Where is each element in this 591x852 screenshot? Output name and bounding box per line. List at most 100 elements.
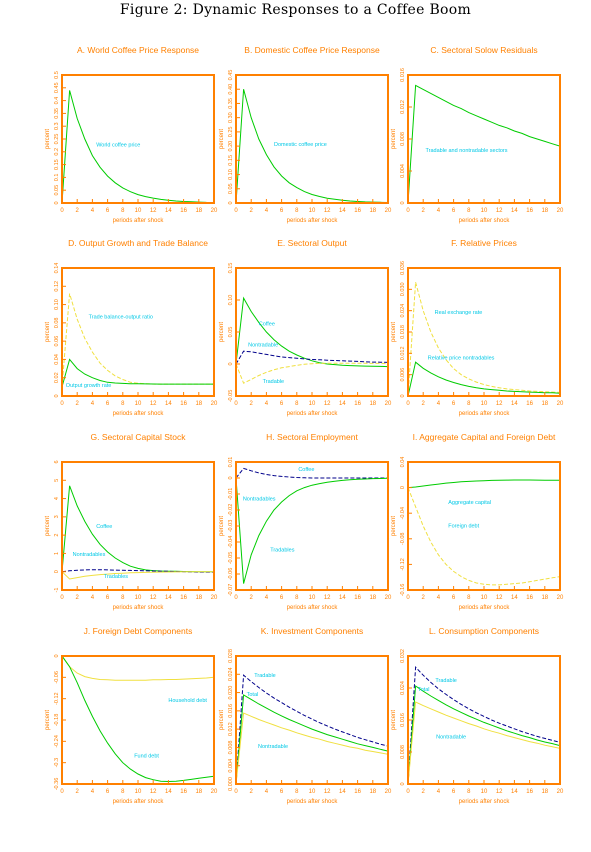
x-tick-label: 10 <box>481 401 488 407</box>
y-tick-label: 0.10 <box>54 299 60 310</box>
series-annotation: Coffee <box>96 524 112 530</box>
y-tick-label: 0.15 <box>228 155 234 166</box>
x-tick-label: 6 <box>452 401 456 407</box>
x-tick-label: 8 <box>467 789 471 795</box>
plot-frame <box>407 655 561 785</box>
x-tick-label: 14 <box>165 208 172 214</box>
chart-title: C. Sectoral Solow Residuals <box>430 45 537 55</box>
chart-title: B. Domestic Coffee Price Response <box>244 45 380 55</box>
series-group <box>236 89 388 203</box>
series-annotation: Real exchange rate <box>435 310 483 316</box>
x-tick-label: 2 <box>76 595 80 601</box>
y-tick-label: 0.06 <box>54 336 60 347</box>
x-tick-label: 6 <box>106 401 110 407</box>
x-tick-label: 2 <box>422 595 426 601</box>
x-tick-label: 6 <box>280 789 284 795</box>
y-tick-label: 2 <box>54 534 60 537</box>
x-tick-label: 14 <box>511 595 518 601</box>
x-tick-label: 14 <box>339 595 346 601</box>
series-line-output-growth-rate <box>62 358 214 388</box>
series-group <box>62 90 214 203</box>
x-tick-label: 14 <box>339 789 346 795</box>
x-tick-label: 0 <box>60 595 64 601</box>
chart-title: H. Sectoral Employment <box>266 432 358 442</box>
chart-title: D. Output Growth and Trade Balance <box>68 238 208 248</box>
series-line-trade-balance-output-ratio <box>62 293 214 387</box>
chart-title: G. Sectoral Capital Stock <box>91 432 187 442</box>
x-tick-label: 6 <box>280 208 284 214</box>
series-annotation: Fund debt <box>134 753 159 759</box>
series-annotation: Coffee <box>259 322 275 328</box>
x-tick-label: 20 <box>211 789 218 795</box>
series-annotation: Tradables <box>270 548 295 554</box>
x-tick-label: 6 <box>106 789 110 795</box>
x-tick-label: 2 <box>250 789 254 795</box>
chart-panel-12: L. Consumption Components 0 2 4 6 8 10 12 14 16 18… <box>391 626 564 805</box>
y-tick-label: -0.05 <box>228 390 234 403</box>
y-tick-label: -0.02 <box>228 504 234 517</box>
series-line-tradable-and-nontradable-sectors <box>408 84 560 203</box>
x-tick-label: 12 <box>150 208 157 214</box>
x-tick-label: 0 <box>60 789 64 795</box>
chart-panel-6: F. Relative Prices 0 2 4 6 8 10 12 14 16 18 20 0 0.00… <box>391 238 564 417</box>
y-tick-label: 0.40 <box>228 84 234 95</box>
plot-frame <box>235 267 389 397</box>
x-tick-label: 20 <box>211 595 218 601</box>
x-tick-label: 12 <box>150 789 157 795</box>
series-annotation: Nontradable <box>436 734 466 740</box>
x-tick-label: 4 <box>437 208 441 214</box>
y-tick-label: 0.006 <box>400 368 406 382</box>
y-tick-label: -0.07 <box>228 584 234 597</box>
x-tick-label: 6 <box>106 595 110 601</box>
x-tick-label: 4 <box>91 595 95 601</box>
y-axis-label: percent <box>391 322 397 342</box>
x-tick-label: 20 <box>385 208 392 214</box>
x-tick-label: 0 <box>406 401 410 407</box>
x-tick-label: 12 <box>324 401 331 407</box>
y-tick-label: -0.16 <box>400 584 406 597</box>
series-annotation: Tradables <box>104 574 129 580</box>
x-tick-label: 2 <box>250 208 254 214</box>
y-axis-label: percent <box>219 322 225 342</box>
series-group <box>408 479 560 586</box>
y-tick-label: 0.008 <box>228 741 234 755</box>
x-tick-label: 4 <box>265 208 269 214</box>
series-annotation: Trade balance-output ratio <box>89 314 153 320</box>
x-axis-label: periods after shock <box>113 799 165 805</box>
x-axis-label: periods after shock <box>287 218 339 224</box>
series-annotation: Relative price nontradables <box>428 355 495 361</box>
x-tick-label: 8 <box>121 208 125 214</box>
y-tick-label: 4 <box>54 497 60 500</box>
y-tick-label: 0.008 <box>400 745 406 759</box>
x-tick-label: 14 <box>339 401 346 407</box>
x-tick-label: 10 <box>481 595 488 601</box>
y-axis-label: percent <box>219 129 225 149</box>
x-tick-label: 18 <box>369 401 376 407</box>
y-axis-label: percent <box>45 710 51 730</box>
x-tick-label: 10 <box>481 789 488 795</box>
series-line-total <box>408 685 560 784</box>
series-annotation: Nontradable <box>248 343 278 349</box>
y-tick-label: 0 <box>400 394 406 397</box>
y-tick-label: 0.35 <box>228 98 234 109</box>
x-tick-label: 2 <box>76 401 80 407</box>
y-tick-label: 0.2 <box>54 148 60 156</box>
y-tick-label: 0 <box>54 654 60 657</box>
x-tick-label: 0 <box>234 789 238 795</box>
series-annotation: Tradable <box>435 678 457 684</box>
series-annotation: Nontradables <box>73 552 106 558</box>
y-tick-label: 0 <box>54 570 60 573</box>
y-axis-label: percent <box>391 710 397 730</box>
y-tick-label: 0.016 <box>400 713 406 727</box>
series-line-tradable <box>408 666 560 784</box>
chart-title: A. World Coffee Price Response <box>77 45 199 55</box>
y-tick-label: 0.45 <box>228 70 234 81</box>
x-tick-label: 16 <box>354 789 361 795</box>
y-tick-label: -0.01 <box>228 488 234 501</box>
y-tick-label: 0.016 <box>228 704 234 718</box>
y-tick-label: 0.4 <box>54 97 60 105</box>
x-tick-label: 16 <box>354 595 361 601</box>
x-tick-label: 2 <box>250 595 254 601</box>
x-tick-label: 8 <box>295 595 299 601</box>
series-annotation: Nontradable <box>258 744 288 750</box>
